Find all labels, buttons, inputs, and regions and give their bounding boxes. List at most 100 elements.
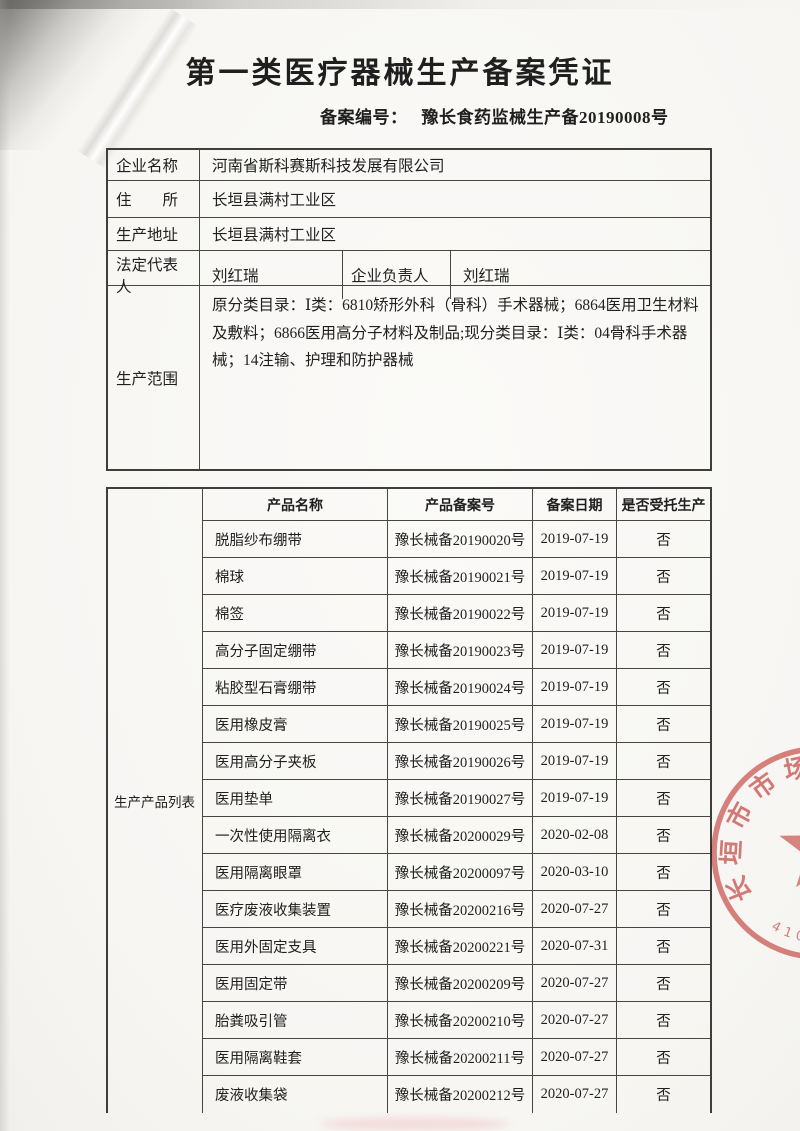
- product-name-cell: 医用橡皮膏: [202, 706, 387, 743]
- product-name-cell: 医用高分子夹板: [202, 743, 387, 780]
- product-name-cell: 医用垫单: [202, 780, 387, 817]
- filing-date-cell: 2020-07-27: [532, 1002, 616, 1039]
- product-filing-no-cell: 豫长械备20200212号: [387, 1076, 532, 1113]
- entrusted-cell: 否: [616, 521, 710, 558]
- product-name-cell: 医用外固定支具: [202, 928, 387, 965]
- company-manager-value: 刘红瑞: [450, 251, 710, 299]
- product-filing-no-cell: 豫长械备20190022号: [387, 595, 532, 632]
- filing-date-cell: 2020-02-08: [532, 817, 616, 854]
- product-filing-no-cell: 豫长械备20190020号: [387, 521, 532, 558]
- legal-representative-label: 法定代表人: [116, 257, 179, 296]
- company-name-label: 企业名称: [116, 158, 179, 175]
- row-company-name: 企业名称 河南省斯科赛斯科技发展有限公司: [108, 150, 710, 181]
- entrusted-cell: 否: [616, 965, 710, 1002]
- header-entrusted: 是否受托生产: [616, 489, 710, 521]
- filing-date-cell: 2019-07-19: [532, 558, 616, 595]
- entrusted-cell: 否: [616, 706, 710, 743]
- entrusted-cell: 否: [616, 669, 710, 706]
- official-red-seal: 长垣市市场监 41072: [711, 747, 800, 959]
- entrusted-cell: 否: [616, 817, 710, 854]
- filing-date-cell: 2019-07-19: [532, 521, 616, 558]
- product-name-cell: 棉球: [202, 558, 387, 595]
- row-representatives: 法定代表人 刘红瑞 企业负责人 刘红瑞: [108, 251, 710, 299]
- ink-smudge: [320, 1118, 510, 1130]
- residence-value: 长垣县满村工业区: [199, 181, 710, 217]
- filing-date-cell: 2020-07-27: [532, 891, 616, 928]
- filing-date-cell: 2020-07-31: [532, 928, 616, 965]
- product-name-cell: 医用隔离眼罩: [202, 854, 387, 891]
- entrusted-cell: 否: [616, 928, 710, 965]
- product-filing-no-cell: 豫长械备20200097号: [387, 854, 532, 891]
- product-filing-no-cell: 豫长械备20190026号: [387, 743, 532, 780]
- product-name-cell: 脱脂纱布绷带: [202, 521, 387, 558]
- production-scope-value: 原分类目录：Ⅰ类：6810矫形外科（骨科）手术器械；6864医用卫生材料及敷料；…: [199, 286, 710, 469]
- seal-ring: [711, 747, 800, 959]
- entrusted-cell: 否: [616, 1002, 710, 1039]
- row-residence: 住 所 长垣县满村工业区: [108, 181, 710, 218]
- entrusted-cell: 否: [616, 632, 710, 669]
- product-filing-no-cell: 豫长械备20190027号: [387, 780, 532, 817]
- production-scope-label: 生产范围: [116, 370, 179, 388]
- filing-number-value: 豫长食药监械生产备20190008号: [421, 108, 669, 127]
- product-filing-no-cell: 豫长械备20200216号: [387, 891, 532, 928]
- product-filing-no-cell: 豫长械备20190021号: [387, 558, 532, 595]
- product-name-cell: 医用固定带: [202, 965, 387, 1002]
- filing-date-cell: 2019-07-19: [532, 632, 616, 669]
- product-name-cell: 医用隔离鞋套: [202, 1039, 387, 1076]
- product-name-cell: 一次性使用隔离衣: [202, 817, 387, 854]
- filing-date-cell: 2019-07-19: [532, 743, 616, 780]
- company-manager-label: 企业负责人: [342, 251, 450, 299]
- filing-date-cell: 2019-07-19: [532, 595, 616, 632]
- product-name-cell: 高分子固定绷带: [202, 632, 387, 669]
- product-name-cell: 棉签: [202, 595, 387, 632]
- filing-number-label: 备案编号：: [320, 108, 408, 127]
- entrusted-cell: 否: [616, 1076, 710, 1113]
- scan-edge-shadow-top: [0, 0, 800, 9]
- header-filing-date: 备案日期: [532, 489, 616, 521]
- product-name-cell: 胎粪吸引管: [202, 1002, 387, 1039]
- product-name-cell: 医疗废液收集装置: [202, 891, 387, 928]
- filing-date-cell: 2019-07-19: [532, 669, 616, 706]
- filing-number-line: 备案编号： 豫长食药监械生产备20190008号: [320, 103, 669, 128]
- product-filing-no-cell: 豫长械备20200221号: [387, 928, 532, 965]
- certificate-title: 第一类医疗器械生产备案凭证: [185, 57, 615, 90]
- legal-representative-value: 刘红瑞: [199, 251, 342, 299]
- entrusted-cell: 否: [616, 891, 710, 928]
- entrusted-cell: 否: [616, 595, 710, 632]
- entrusted-cell: 否: [616, 743, 710, 780]
- company-name-value: 河南省斯科赛斯科技发展有限公司: [199, 150, 710, 180]
- entrusted-cell: 否: [616, 1039, 710, 1076]
- header-product-name: 产品名称: [202, 489, 387, 521]
- filing-date-cell: 2019-07-19: [532, 780, 616, 817]
- product-filing-no-cell: 豫长械备20200210号: [387, 1002, 532, 1039]
- row-production-scope: 生产范围 原分类目录：Ⅰ类：6810矫形外科（骨科）手术器械；6864医用卫生材…: [108, 286, 710, 469]
- product-name-cell: 粘胶型石膏绷带: [202, 669, 387, 706]
- filing-date-cell: 2019-07-19: [532, 706, 616, 743]
- product-filing-no-cell: 豫长械备20190025号: [387, 706, 532, 743]
- filing-date-cell: 2020-07-27: [532, 965, 616, 1002]
- product-list-table: 生产产品列表 产品名称 产品备案号 备案日期 是否受托生产 脱脂纱布绷带 豫长械…: [106, 487, 712, 1113]
- product-filing-no-cell: 豫长械备20200209号: [387, 965, 532, 1002]
- product-filing-no-cell: 豫长械备20200211号: [387, 1039, 532, 1076]
- production-address-value: 长垣县满村工业区: [199, 218, 710, 250]
- product-filing-no-cell: 豫长械备20200029号: [387, 817, 532, 854]
- production-address-label: 生产地址: [116, 227, 179, 244]
- product-filing-no-cell: 豫长械备20190023号: [387, 632, 532, 669]
- filing-date-cell: 2020-03-10: [532, 854, 616, 891]
- entrusted-cell: 否: [616, 558, 710, 595]
- product-name-cell: 废液收集袋: [202, 1076, 387, 1113]
- filing-date-cell: 2020-07-27: [532, 1039, 616, 1076]
- product-filing-no-cell: 豫长械备20190024号: [387, 669, 532, 706]
- entrusted-cell: 否: [616, 854, 710, 891]
- filing-date-cell: 2020-07-27: [532, 1076, 616, 1113]
- seal-number: 41072: [769, 919, 800, 946]
- product-list-section-label: 生产产品列表: [114, 795, 195, 810]
- scan-edge-shadow-left: [0, 0, 10, 1131]
- row-production-address: 生产地址 长垣县满村工业区: [108, 218, 710, 251]
- entrusted-cell: 否: [616, 780, 710, 817]
- company-info-table: 企业名称 河南省斯科赛斯科技发展有限公司 住 所 长垣县满村工业区 生产地址 长…: [106, 148, 712, 471]
- header-product-filing-no: 产品备案号: [387, 489, 532, 521]
- seal-arc-text: 长垣市市场监: [717, 752, 800, 906]
- seal-star-icon: [779, 835, 800, 888]
